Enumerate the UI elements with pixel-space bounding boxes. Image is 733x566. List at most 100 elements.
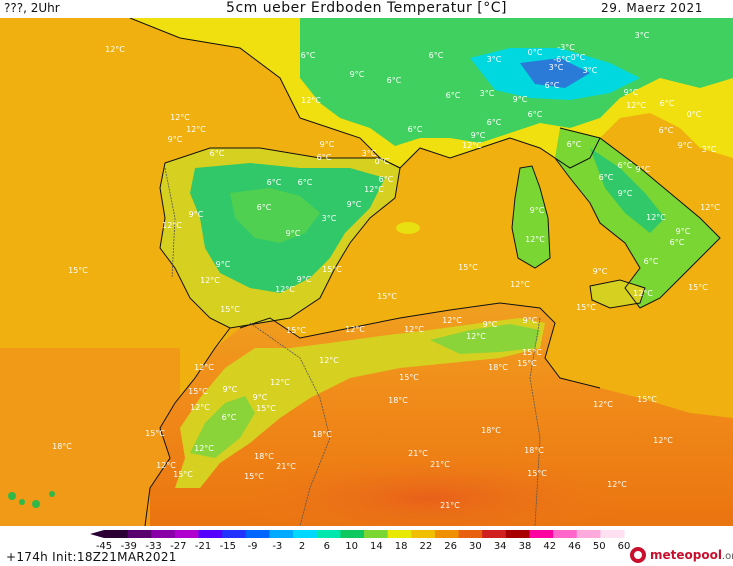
temperature-label: 12°C: [646, 213, 666, 222]
temperature-label: 18°C: [52, 442, 72, 451]
temperature-label: 3°C: [322, 214, 337, 223]
colorbar-swatch: [174, 530, 200, 538]
temperature-label: 15°C: [145, 429, 165, 438]
meteopool-icon: [630, 547, 646, 563]
temperature-label: 6°C: [567, 140, 582, 149]
temperature-label: 3°C: [635, 31, 650, 40]
temperature-label: 6°C: [446, 91, 461, 100]
colorbar-label: 50: [593, 541, 606, 551]
temperature-label: 6°C: [379, 175, 394, 184]
colorbar-label: 18: [395, 541, 408, 551]
colorbar-swatch: [222, 530, 247, 538]
temperature-label: 12°C: [593, 400, 613, 409]
colorbar-label: 10: [345, 541, 358, 551]
temperature-label: 18°C: [481, 426, 501, 435]
temperature-label: 12°C: [170, 113, 190, 122]
colorbar-swatch: [411, 530, 436, 538]
temperature-label: 18°C: [524, 446, 544, 455]
tell-atlas: [430, 324, 540, 354]
colorbar-label: -33: [145, 541, 161, 551]
temperature-label: 9°C: [471, 131, 486, 140]
temperature-label: 6°C: [487, 118, 502, 127]
map-canvas: 12°C6°C9°C6°C6°C 3°C0°C-3°C-6°C3°C0°C3°C3…: [0, 18, 733, 526]
temperature-label: 12°C: [626, 101, 646, 110]
temperature-label: 12°C: [466, 332, 486, 341]
alps-coldest: [520, 58, 590, 88]
temperature-label: 12°C: [462, 141, 482, 150]
temperature-label: 18°C: [312, 430, 332, 439]
colorbar-label: 42: [543, 541, 556, 551]
temperature-label: 12°C: [345, 325, 365, 334]
temperature-label: 0°C: [528, 48, 543, 57]
colorbar-label: 14: [370, 541, 383, 551]
temperature-label: 12°C: [194, 444, 214, 453]
colorbar-label: 34: [494, 541, 507, 551]
colorbar-label: 46: [568, 541, 581, 551]
temperature-label: 6°C: [301, 51, 316, 60]
temperature-label: 12°C: [404, 325, 424, 334]
temperature-label: 9°C: [530, 206, 545, 215]
temperature-label: 12°C: [270, 378, 290, 387]
temperature-label: 9°C: [297, 275, 312, 284]
colorbar-swatch: [434, 530, 460, 538]
colorbar-swatch: [104, 530, 129, 538]
temperature-label: -3°C: [557, 43, 575, 52]
colorbar-arrow: [90, 530, 104, 538]
temperature-label: 6°C: [408, 125, 423, 134]
temperature-label: 9°C: [676, 227, 691, 236]
temperature-label: 3°C: [487, 55, 502, 64]
temperature-label: 9°C: [618, 189, 633, 198]
temperature-label: 6°C: [387, 76, 402, 85]
temperature-label: 9°C: [347, 200, 362, 209]
temperature-label: 12°C: [364, 185, 384, 194]
balearic-islands: [396, 222, 420, 234]
colorbar-swatch: [482, 530, 507, 538]
temperature-map[interactable]: 12°C 6°C 9°C 6°C 6°C 3°C 0°C -3°C -6°C 3°C 0°C 3°C 3…: [0, 18, 733, 526]
temperature-label: 9°C: [523, 316, 538, 325]
temperature-label: 12°C: [156, 461, 176, 470]
atlas-mountains: [175, 318, 545, 488]
colorbar-swatch: [269, 530, 294, 538]
temperature-label: 12°C: [442, 316, 462, 325]
temperature-label: 15°C: [173, 470, 193, 479]
temperature-label: 9°C: [189, 210, 204, 219]
temperature-label: -6°C: [553, 55, 571, 64]
colorbar-label: 60: [618, 541, 631, 551]
temperature-label: 21°C: [440, 501, 460, 510]
temperature-label: 15°C: [322, 265, 342, 274]
temperature-label: 21°C: [430, 460, 450, 469]
colorbar-swatch: [600, 530, 625, 538]
temperature-label: 3°C: [362, 149, 377, 158]
run-info: +174h Init:18Z21MAR2021: [6, 550, 177, 564]
map-footer: -45 -39 -33 -27 -21 -15 -9 -3 2 6 10 14 18 22 26 30 34 38…: [0, 526, 733, 566]
colorbar-swatch: [505, 530, 530, 538]
sicily: [590, 280, 645, 308]
colorbar-label: 26: [444, 541, 457, 551]
colorbar-swatch: [316, 530, 341, 538]
temperature-label: 12°C: [190, 403, 210, 412]
temperature-label: 9°C: [253, 393, 268, 402]
temperature-label: 12°C: [194, 363, 214, 372]
temperature-label: 9°C: [678, 141, 693, 150]
colorbar-label: -15: [220, 541, 236, 551]
temperature-label: 12°C: [162, 221, 182, 230]
colorbar-label: -27: [170, 541, 186, 551]
colorbar-swatch: [245, 530, 270, 538]
temperature-label: 15°C: [244, 472, 264, 481]
temperature-label: 12°C: [200, 276, 220, 285]
temperature-label: 3°C: [480, 89, 495, 98]
temperature-label: 9°C: [483, 320, 498, 329]
temperature-label: 0°C: [375, 157, 390, 166]
temperature-label: 9°C: [513, 95, 528, 104]
temperature-label: 9°C: [286, 229, 301, 238]
colorbar-swatch: [458, 530, 483, 538]
temperature-label: 12°C: [633, 289, 653, 298]
brand-suffix: .org: [721, 551, 733, 562]
temperature-label: 15°C: [220, 305, 240, 314]
temperature-label: 6°C: [660, 99, 675, 108]
coastlines: [129, 18, 721, 526]
temperature-label: 6°C: [210, 149, 225, 158]
colorbar-label: 30: [469, 541, 482, 551]
temperature-label: 12°C: [510, 280, 530, 289]
temperature-label: 15°C: [68, 266, 88, 275]
